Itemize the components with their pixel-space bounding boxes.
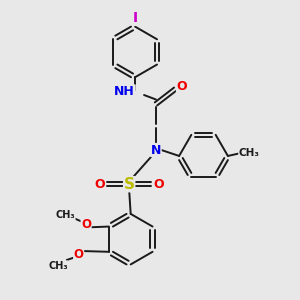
Text: I: I <box>133 11 138 25</box>
Text: N: N <box>151 143 161 157</box>
Text: O: O <box>95 178 105 191</box>
Text: S: S <box>124 177 135 192</box>
Text: O: O <box>176 80 187 93</box>
Text: O: O <box>74 248 84 260</box>
Text: CH₃: CH₃ <box>56 210 75 220</box>
Text: O: O <box>153 178 164 191</box>
Text: NH: NH <box>114 85 135 98</box>
Text: CH₃: CH₃ <box>48 261 68 271</box>
Text: O: O <box>81 218 91 231</box>
Text: CH₃: CH₃ <box>239 148 260 158</box>
